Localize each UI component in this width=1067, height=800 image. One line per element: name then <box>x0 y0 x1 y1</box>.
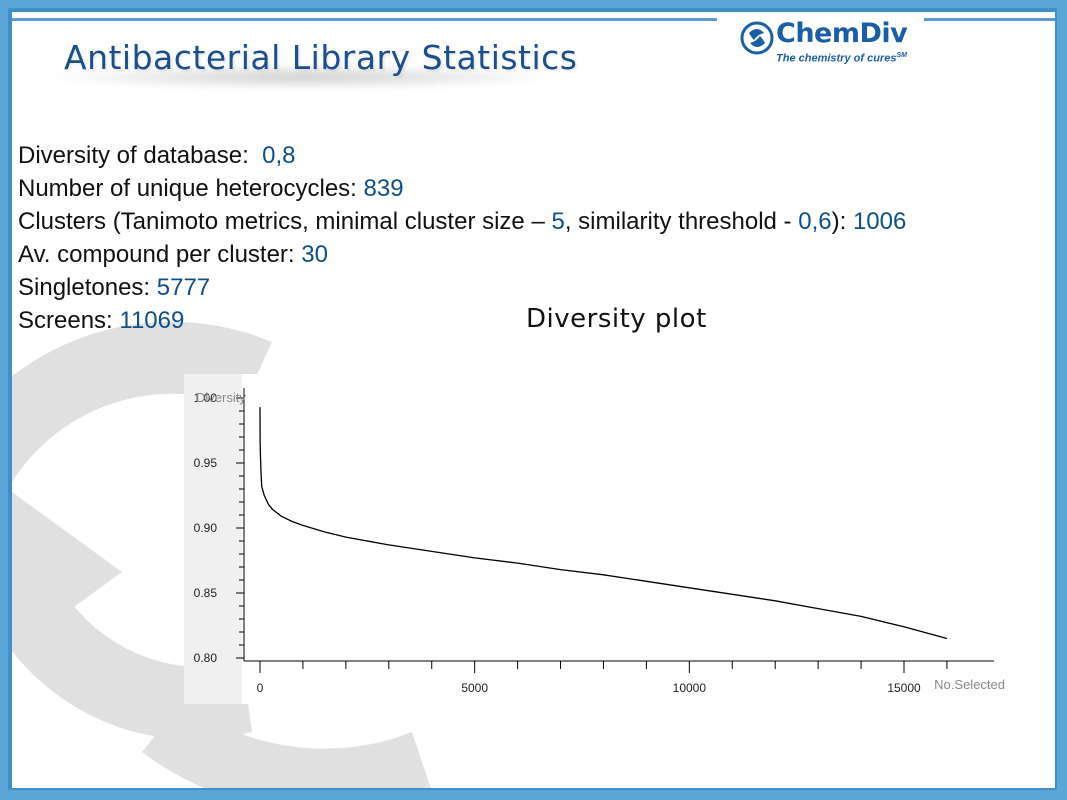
stat-average-per-cluster: Av. compound per cluster: 30 <box>18 238 906 271</box>
logo-service-mark: SM <box>896 52 907 59</box>
stat-value: 5 <box>551 208 565 235</box>
logo-tagline: The chemistry of curesSM <box>776 52 907 65</box>
stat-clusters: Clusters (Tanimoto metrics, minimal clus… <box>18 205 906 238</box>
stat-singletones: Singletones: 5777 <box>18 271 906 304</box>
y-tick-label: 0.95 <box>194 456 218 470</box>
series-line <box>259 407 948 640</box>
stat-screens: Screens: 11069 <box>18 304 906 337</box>
stat-label: Diversity of database: <box>18 142 249 169</box>
chart-panel: 0.80 0.85 0.90 0.95 1.00 0 5000 10000 15000 Diver… <box>184 374 1006 704</box>
y-tick-label: 0.80 <box>194 651 218 665</box>
page-title: Antibacterial Library Statistics <box>64 38 578 77</box>
plot-title: Diversity plot <box>526 304 707 334</box>
y-tick-label: 1.00 <box>194 391 218 405</box>
x-tick-label: 0 <box>257 681 264 695</box>
stat-label: Screens: <box>18 307 113 334</box>
statistics-list: Diversity of database: 0,8 Number of uni… <box>18 139 906 337</box>
stat-value: 839 <box>363 175 404 202</box>
stat-value: 0,8 <box>262 142 296 169</box>
x-tick-label: 15000 <box>887 681 921 695</box>
stat-value: 1006 <box>852 208 907 235</box>
stat-label: Clusters (Tanimoto metrics, minimal clus… <box>18 208 545 235</box>
stat-diversity: Diversity of database: 0,8 <box>18 139 906 172</box>
stat-heterocycles: Number of unique heterocycles: 839 <box>18 172 906 205</box>
stat-value: 11069 <box>119 307 185 334</box>
y-tick-label: 0.90 <box>194 521 218 535</box>
slide: Antibacterial Library Statistics ChemDiv… <box>12 12 1055 788</box>
x-tick-label: 10000 <box>673 681 707 695</box>
x-axis-label: No.Selected <box>934 677 1005 692</box>
y-tick-label: 0.85 <box>194 586 218 600</box>
chemdiv-logo: ChemDiv The chemistry of curesSM <box>740 18 940 76</box>
header-rule-right <box>924 18 1055 21</box>
logo-tagline-text: The chemistry of cures <box>776 52 897 65</box>
stat-label: ): <box>831 208 847 235</box>
diversity-chart: 0.80 0.85 0.90 0.95 1.00 0 5000 10000 15000 Diver… <box>194 388 1005 695</box>
title-shadow <box>42 64 562 90</box>
y-axis-label: Diversity <box>196 390 246 405</box>
stat-label: Singletones: <box>18 274 151 301</box>
stat-value: 0,6 <box>798 208 832 235</box>
stat-value: 5777 <box>156 274 211 301</box>
chart-background <box>242 374 1006 704</box>
logo-name: ChemDiv <box>776 18 908 49</box>
stat-value: 30 <box>301 241 328 268</box>
stat-label: , similarity threshold - <box>564 208 792 235</box>
stat-label: Number of unique heterocycles: <box>18 175 357 202</box>
header-rule-left <box>12 18 717 21</box>
chemdiv-swirl-icon <box>740 21 774 55</box>
stat-label: Av. compound per cluster: <box>18 241 295 268</box>
x-tick-label: 5000 <box>461 681 488 695</box>
